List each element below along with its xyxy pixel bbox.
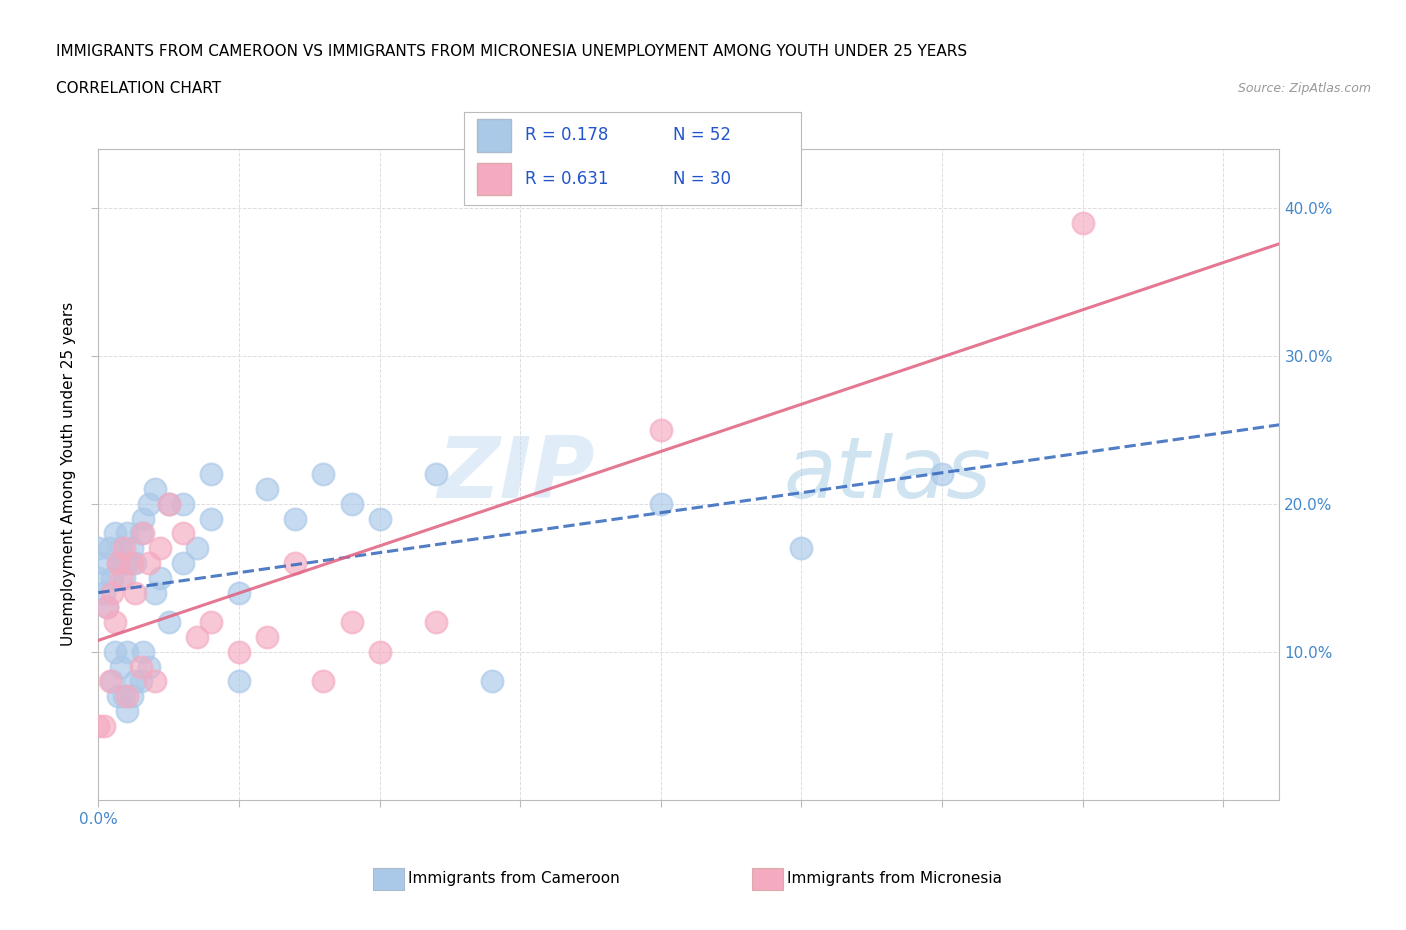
Point <box>129 526 152 541</box>
Point <box>228 674 250 689</box>
Point <box>256 630 278 644</box>
Point <box>481 674 503 689</box>
Point <box>284 555 307 570</box>
Point <box>129 674 152 689</box>
Point <box>228 585 250 600</box>
Point <box>115 704 138 719</box>
Point <box>93 555 115 570</box>
Point <box>107 555 129 570</box>
Point <box>931 467 953 482</box>
Point <box>143 482 166 497</box>
Point <box>87 541 110 556</box>
Text: N = 52: N = 52 <box>673 126 731 144</box>
Point <box>284 512 307 526</box>
Point <box>101 674 124 689</box>
Text: Source: ZipAtlas.com: Source: ZipAtlas.com <box>1237 82 1371 95</box>
Point <box>149 541 172 556</box>
Point <box>104 615 127 630</box>
Point <box>96 600 118 615</box>
Point <box>132 512 155 526</box>
Point <box>104 644 127 659</box>
Point <box>129 659 152 674</box>
Point <box>157 615 180 630</box>
Point <box>107 689 129 704</box>
Point <box>112 570 135 585</box>
Point <box>650 497 672 512</box>
Point <box>312 674 335 689</box>
Point <box>200 467 222 482</box>
Text: N = 30: N = 30 <box>673 169 731 188</box>
Point <box>121 689 143 704</box>
Point <box>256 482 278 497</box>
Point <box>143 674 166 689</box>
Text: R = 0.631: R = 0.631 <box>524 169 609 188</box>
Text: CORRELATION CHART: CORRELATION CHART <box>56 81 221 96</box>
Point <box>138 555 160 570</box>
Point <box>143 585 166 600</box>
Point <box>93 585 115 600</box>
Point <box>200 512 222 526</box>
Point <box>157 497 180 512</box>
Point <box>132 526 155 541</box>
Point <box>172 555 194 570</box>
Point <box>425 467 447 482</box>
Point <box>115 644 138 659</box>
Point <box>101 570 124 585</box>
Point <box>110 659 132 674</box>
Point <box>98 674 121 689</box>
Point <box>138 659 160 674</box>
Point <box>110 570 132 585</box>
FancyBboxPatch shape <box>478 119 512 152</box>
Point <box>138 497 160 512</box>
Point <box>228 644 250 659</box>
Point <box>124 674 146 689</box>
Y-axis label: Unemployment Among Youth under 25 years: Unemployment Among Youth under 25 years <box>60 302 76 646</box>
Point <box>149 570 172 585</box>
Point <box>186 541 208 556</box>
Point <box>340 497 363 512</box>
Point <box>121 555 143 570</box>
Point <box>112 541 135 556</box>
Point <box>98 541 121 556</box>
Point <box>115 526 138 541</box>
Point <box>107 555 129 570</box>
Point <box>104 526 127 541</box>
Point <box>87 718 110 733</box>
Point <box>124 585 146 600</box>
Point <box>96 600 118 615</box>
Point <box>87 570 110 585</box>
Point <box>157 497 180 512</box>
Point <box>110 541 132 556</box>
Point <box>132 644 155 659</box>
Point <box>115 689 138 704</box>
FancyBboxPatch shape <box>478 163 512 195</box>
Point <box>340 615 363 630</box>
Point <box>312 467 335 482</box>
Point <box>650 422 672 437</box>
Point <box>790 541 813 556</box>
Text: IMMIGRANTS FROM CAMEROON VS IMMIGRANTS FROM MICRONESIA UNEMPLOYMENT AMONG YOUTH : IMMIGRANTS FROM CAMEROON VS IMMIGRANTS F… <box>56 44 967 59</box>
Point <box>112 689 135 704</box>
Text: ZIP: ZIP <box>437 432 595 516</box>
Text: atlas: atlas <box>783 432 991 516</box>
Point <box>121 541 143 556</box>
Point <box>186 630 208 644</box>
Text: R = 0.178: R = 0.178 <box>524 126 607 144</box>
Point <box>124 555 146 570</box>
Point <box>101 585 124 600</box>
Point <box>1071 216 1094 231</box>
Point <box>200 615 222 630</box>
Text: Immigrants from Micronesia: Immigrants from Micronesia <box>787 871 1002 886</box>
Point <box>425 615 447 630</box>
Point <box>93 718 115 733</box>
Point <box>115 555 138 570</box>
Point <box>368 512 391 526</box>
Text: Immigrants from Cameroon: Immigrants from Cameroon <box>408 871 620 886</box>
Point <box>172 526 194 541</box>
Point <box>368 644 391 659</box>
Point <box>172 497 194 512</box>
